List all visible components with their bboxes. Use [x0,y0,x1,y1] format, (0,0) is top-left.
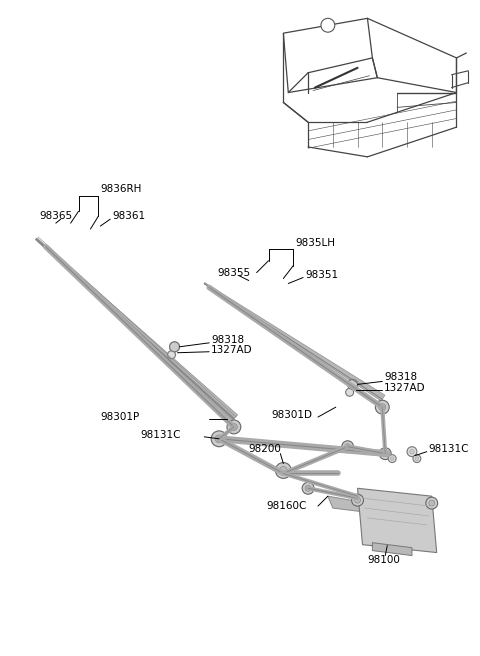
Text: 98100: 98100 [368,554,400,565]
Polygon shape [204,283,385,401]
Circle shape [388,455,396,462]
Circle shape [230,424,237,430]
Polygon shape [328,496,372,513]
Text: 98301D: 98301D [272,410,312,420]
Text: 98318: 98318 [211,335,244,345]
Text: 98365: 98365 [39,211,72,221]
Circle shape [227,420,241,434]
Circle shape [211,431,227,447]
Circle shape [415,457,419,461]
Circle shape [352,494,363,506]
Text: 98160C: 98160C [266,501,307,511]
Circle shape [342,441,354,453]
Circle shape [355,497,360,503]
Circle shape [321,18,335,32]
Polygon shape [358,488,437,552]
Text: 98200: 98200 [249,443,282,454]
Circle shape [345,443,350,450]
Circle shape [348,379,358,390]
Text: 1327AD: 1327AD [384,383,426,394]
Circle shape [413,455,421,462]
Circle shape [169,342,180,352]
Text: 9835LH: 9835LH [295,238,335,248]
Text: 98131C: 98131C [429,443,469,454]
Text: 1327AD: 1327AD [211,345,253,355]
Circle shape [382,451,388,457]
Text: 98361: 98361 [112,211,145,221]
Circle shape [375,400,389,414]
Text: 98131C: 98131C [140,430,180,440]
Circle shape [302,482,314,494]
Text: 98301P: 98301P [100,412,140,422]
Circle shape [426,497,438,509]
Circle shape [379,403,386,411]
Text: 98355: 98355 [217,268,250,277]
Circle shape [305,485,311,491]
Circle shape [407,447,417,457]
Circle shape [429,500,435,506]
Text: 98318: 98318 [384,373,418,382]
Circle shape [168,351,176,359]
Circle shape [346,388,354,396]
Circle shape [348,379,358,390]
Circle shape [410,449,414,454]
Circle shape [279,466,288,474]
Circle shape [169,342,180,352]
Circle shape [215,435,223,443]
Polygon shape [372,543,412,556]
Text: 98351: 98351 [305,270,338,279]
Circle shape [276,462,291,478]
Text: 9836RH: 9836RH [100,184,142,194]
Polygon shape [36,238,238,420]
Circle shape [379,447,391,460]
Circle shape [390,457,394,461]
